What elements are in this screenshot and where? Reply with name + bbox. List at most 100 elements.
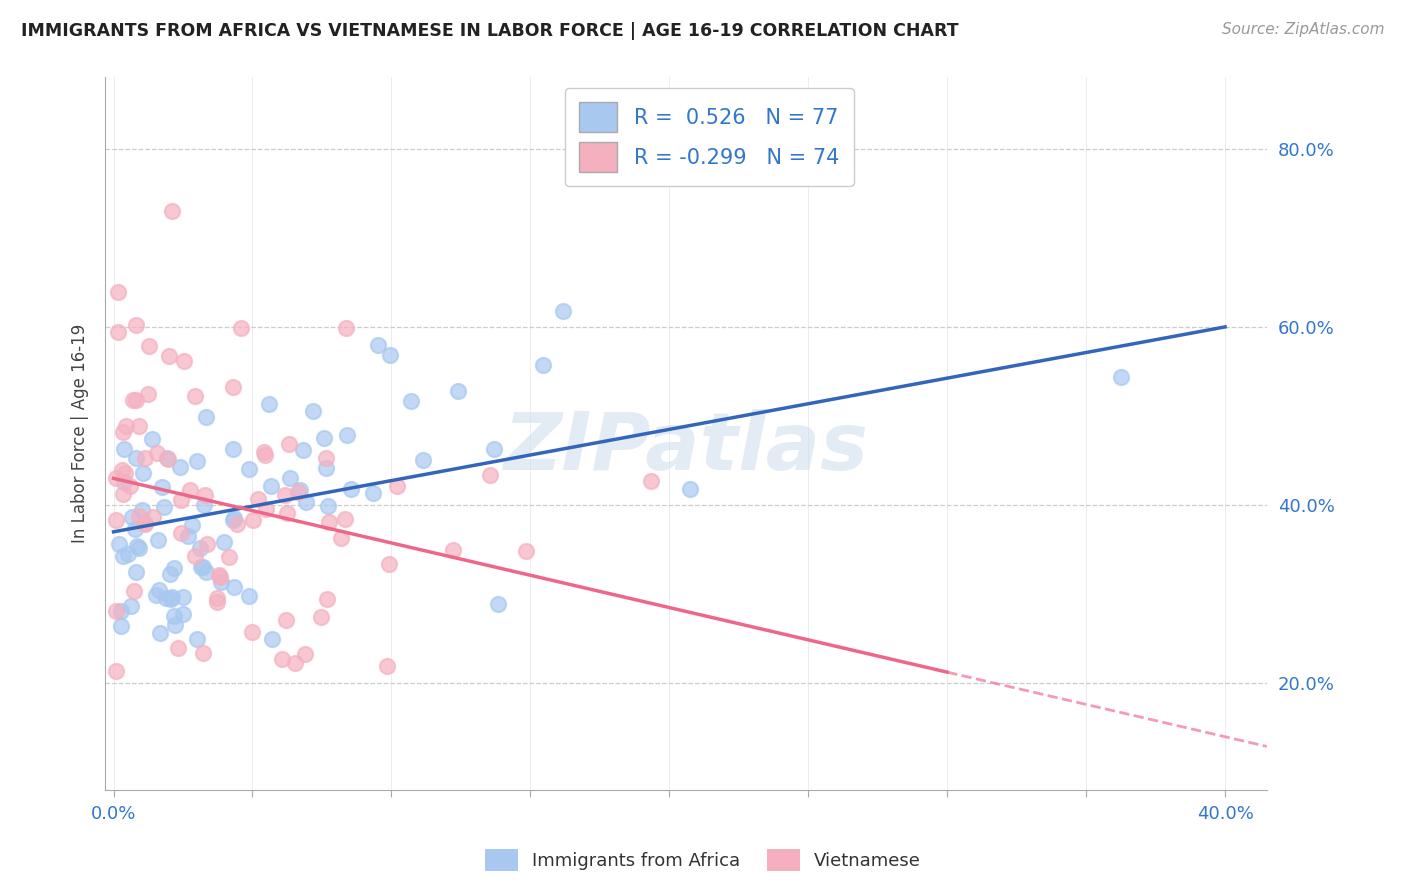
- Point: [112, 425, 135, 440]
- Point: [412, 453, 434, 467]
- Point: [291, 443, 314, 458]
- Point: [375, 658, 398, 673]
- Point: [165, 618, 187, 632]
- Point: [333, 512, 356, 526]
- Point: [156, 450, 179, 465]
- Point: [105, 470, 128, 484]
- Point: [105, 604, 128, 618]
- Point: [309, 610, 332, 624]
- Point: [257, 397, 280, 411]
- Point: [385, 478, 408, 492]
- Point: [114, 467, 136, 481]
- Point: [253, 444, 276, 458]
- Point: [110, 618, 132, 632]
- Point: [134, 450, 156, 465]
- Point: [441, 542, 464, 557]
- Point: [212, 535, 235, 549]
- Point: [315, 461, 337, 475]
- Point: [260, 632, 283, 646]
- Point: [163, 561, 186, 575]
- Point: [132, 466, 155, 480]
- Point: [167, 641, 190, 656]
- Point: [294, 495, 316, 509]
- Point: [170, 526, 193, 541]
- Point: [274, 613, 297, 627]
- Point: [1111, 369, 1133, 384]
- Point: [316, 499, 339, 513]
- Point: [188, 541, 211, 555]
- Point: [224, 511, 246, 525]
- Point: [155, 591, 177, 605]
- Point: [112, 442, 135, 456]
- Point: [515, 544, 537, 558]
- Point: [225, 516, 247, 531]
- Point: [125, 393, 148, 408]
- Point: [302, 404, 325, 418]
- Point: [312, 432, 335, 446]
- Point: [679, 482, 702, 496]
- Point: [107, 325, 129, 339]
- Point: [276, 506, 298, 520]
- Point: [479, 468, 502, 483]
- Point: [117, 547, 139, 561]
- Legend: R =  0.526   N = 77, R = -0.299   N = 74: R = 0.526 N = 77, R = -0.299 N = 74: [565, 87, 853, 186]
- Point: [278, 471, 301, 485]
- Point: [315, 450, 337, 465]
- Point: [208, 569, 231, 583]
- Point: [156, 452, 179, 467]
- Point: [111, 487, 134, 501]
- Point: [318, 515, 340, 529]
- Point: [208, 567, 231, 582]
- Text: IMMIGRANTS FROM AFRICA VS VIETNAMESE IN LABOR FORCE | AGE 16-19 CORRELATION CHAR: IMMIGRANTS FROM AFRICA VS VIETNAMESE IN …: [21, 22, 959, 40]
- Point: [531, 359, 554, 373]
- Point: [136, 387, 159, 401]
- Point: [186, 632, 208, 646]
- Point: [120, 479, 142, 493]
- Point: [184, 549, 207, 563]
- Point: [142, 509, 165, 524]
- Point: [138, 339, 160, 353]
- Point: [335, 320, 357, 334]
- Point: [105, 513, 128, 527]
- Point: [218, 550, 240, 565]
- Point: [238, 589, 260, 603]
- Point: [193, 646, 215, 660]
- Text: ZIPatlas: ZIPatlas: [503, 409, 869, 487]
- Point: [162, 590, 184, 604]
- Point: [107, 285, 129, 299]
- Point: [329, 531, 352, 545]
- Point: [273, 488, 295, 502]
- Point: [205, 591, 228, 605]
- Point: [336, 428, 359, 442]
- Point: [148, 583, 170, 598]
- Point: [447, 384, 470, 398]
- Point: [134, 516, 156, 531]
- Point: [121, 509, 143, 524]
- Point: [120, 599, 142, 613]
- Point: [339, 482, 361, 496]
- Point: [141, 433, 163, 447]
- Point: [110, 604, 132, 618]
- Point: [111, 549, 134, 564]
- Point: [190, 559, 212, 574]
- Point: [115, 419, 138, 434]
- Point: [145, 446, 167, 460]
- Point: [240, 625, 263, 640]
- Point: [254, 448, 277, 462]
- Point: [259, 479, 281, 493]
- Point: [180, 517, 202, 532]
- Y-axis label: In Labor Force | Age 16-19: In Labor Force | Age 16-19: [72, 324, 89, 543]
- Point: [222, 442, 245, 456]
- Point: [205, 594, 228, 608]
- Point: [134, 516, 156, 530]
- Point: [128, 508, 150, 523]
- Point: [194, 409, 217, 424]
- Point: [553, 303, 575, 318]
- Point: [127, 539, 149, 553]
- Point: [128, 541, 150, 555]
- Point: [222, 380, 245, 394]
- Point: [367, 338, 389, 352]
- Point: [148, 533, 170, 548]
- Point: [315, 592, 337, 607]
- Point: [124, 566, 146, 580]
